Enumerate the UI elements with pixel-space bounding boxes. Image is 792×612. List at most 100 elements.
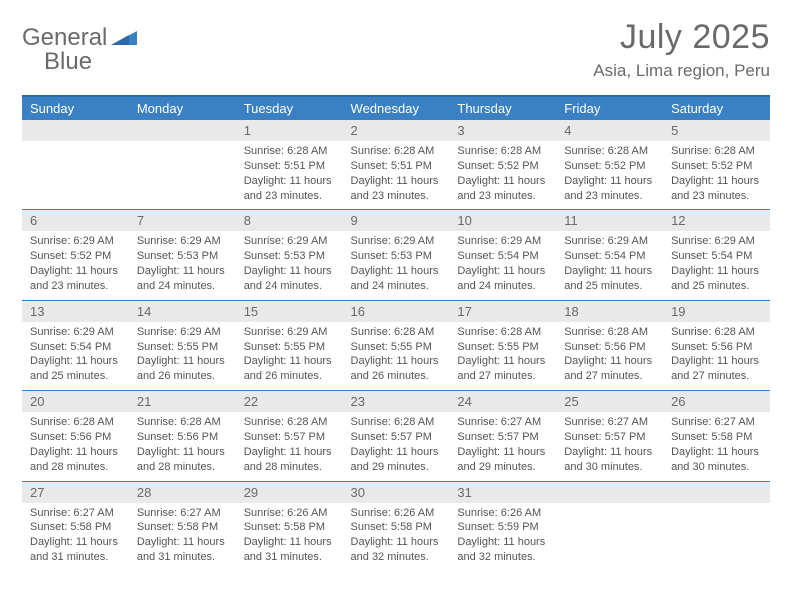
day-number: 6 — [22, 210, 129, 231]
calendar-cell: 23Sunrise: 6:28 AMSunset: 5:57 PMDayligh… — [343, 391, 450, 481]
calendar-row: 13Sunrise: 6:29 AMSunset: 5:54 PMDayligh… — [22, 300, 770, 390]
day-header-row: Sunday Monday Tuesday Wednesday Thursday… — [22, 96, 770, 120]
cell-body: Sunrise: 6:26 AMSunset: 5:59 PMDaylight:… — [449, 503, 556, 571]
cell-body — [22, 141, 129, 199]
day-number — [663, 482, 770, 503]
day-number: 25 — [556, 391, 663, 412]
cell-body: Sunrise: 6:29 AMSunset: 5:54 PMDaylight:… — [556, 231, 663, 299]
cell-body: Sunrise: 6:28 AMSunset: 5:52 PMDaylight:… — [663, 141, 770, 209]
header: General July 2025 Asia, Lima region, Per… — [22, 18, 770, 81]
cell-body: Sunrise: 6:28 AMSunset: 5:52 PMDaylight:… — [556, 141, 663, 209]
cell-body: Sunrise: 6:27 AMSunset: 5:58 PMDaylight:… — [22, 503, 129, 571]
cell-body: Sunrise: 6:29 AMSunset: 5:55 PMDaylight:… — [129, 322, 236, 390]
day-number — [22, 120, 129, 141]
cell-body: Sunrise: 6:29 AMSunset: 5:53 PMDaylight:… — [343, 231, 450, 299]
day-number: 16 — [343, 301, 450, 322]
calendar-cell: 13Sunrise: 6:29 AMSunset: 5:54 PMDayligh… — [22, 300, 129, 390]
cell-body: Sunrise: 6:29 AMSunset: 5:54 PMDaylight:… — [663, 231, 770, 299]
calendar-cell — [556, 481, 663, 571]
calendar-row: 6Sunrise: 6:29 AMSunset: 5:52 PMDaylight… — [22, 210, 770, 300]
logo-mark-icon — [111, 24, 137, 52]
calendar-cell: 18Sunrise: 6:28 AMSunset: 5:56 PMDayligh… — [556, 300, 663, 390]
cell-body: Sunrise: 6:29 AMSunset: 5:52 PMDaylight:… — [22, 231, 129, 299]
cell-body: Sunrise: 6:28 AMSunset: 5:57 PMDaylight:… — [236, 412, 343, 480]
day-number: 27 — [22, 482, 129, 503]
day-number: 1 — [236, 120, 343, 141]
day-number: 19 — [663, 301, 770, 322]
calendar-cell: 1Sunrise: 6:28 AMSunset: 5:51 PMDaylight… — [236, 120, 343, 210]
calendar-cell — [129, 120, 236, 210]
calendar-row: 20Sunrise: 6:28 AMSunset: 5:56 PMDayligh… — [22, 391, 770, 481]
cell-body — [556, 503, 663, 561]
calendar-cell: 21Sunrise: 6:28 AMSunset: 5:56 PMDayligh… — [129, 391, 236, 481]
day-header: Saturday — [663, 96, 770, 120]
calendar-cell: 22Sunrise: 6:28 AMSunset: 5:57 PMDayligh… — [236, 391, 343, 481]
cell-body: Sunrise: 6:28 AMSunset: 5:56 PMDaylight:… — [663, 322, 770, 390]
day-header: Thursday — [449, 96, 556, 120]
calendar-cell: 15Sunrise: 6:29 AMSunset: 5:55 PMDayligh… — [236, 300, 343, 390]
day-number: 14 — [129, 301, 236, 322]
cell-body: Sunrise: 6:27 AMSunset: 5:58 PMDaylight:… — [663, 412, 770, 480]
cell-body: Sunrise: 6:29 AMSunset: 5:54 PMDaylight:… — [449, 231, 556, 299]
calendar-cell: 11Sunrise: 6:29 AMSunset: 5:54 PMDayligh… — [556, 210, 663, 300]
calendar-cell: 30Sunrise: 6:26 AMSunset: 5:58 PMDayligh… — [343, 481, 450, 571]
day-number — [129, 120, 236, 141]
calendar-cell: 29Sunrise: 6:26 AMSunset: 5:58 PMDayligh… — [236, 481, 343, 571]
day-header: Monday — [129, 96, 236, 120]
cell-body: Sunrise: 6:28 AMSunset: 5:56 PMDaylight:… — [556, 322, 663, 390]
calendar-cell: 28Sunrise: 6:27 AMSunset: 5:58 PMDayligh… — [129, 481, 236, 571]
cell-body — [663, 503, 770, 561]
calendar-cell: 17Sunrise: 6:28 AMSunset: 5:55 PMDayligh… — [449, 300, 556, 390]
cell-body: Sunrise: 6:28 AMSunset: 5:57 PMDaylight:… — [343, 412, 450, 480]
day-number: 7 — [129, 210, 236, 231]
calendar-cell: 14Sunrise: 6:29 AMSunset: 5:55 PMDayligh… — [129, 300, 236, 390]
day-number: 5 — [663, 120, 770, 141]
day-header: Friday — [556, 96, 663, 120]
calendar-cell: 6Sunrise: 6:29 AMSunset: 5:52 PMDaylight… — [22, 210, 129, 300]
cell-body: Sunrise: 6:29 AMSunset: 5:53 PMDaylight:… — [129, 231, 236, 299]
cell-body: Sunrise: 6:27 AMSunset: 5:57 PMDaylight:… — [449, 412, 556, 480]
day-number: 13 — [22, 301, 129, 322]
calendar-cell: 8Sunrise: 6:29 AMSunset: 5:53 PMDaylight… — [236, 210, 343, 300]
calendar-cell: 4Sunrise: 6:28 AMSunset: 5:52 PMDaylight… — [556, 120, 663, 210]
day-number: 4 — [556, 120, 663, 141]
day-number: 15 — [236, 301, 343, 322]
title-block: July 2025 Asia, Lima region, Peru — [593, 18, 770, 81]
cell-body: Sunrise: 6:29 AMSunset: 5:53 PMDaylight:… — [236, 231, 343, 299]
calendar-cell: 31Sunrise: 6:26 AMSunset: 5:59 PMDayligh… — [449, 481, 556, 571]
month-title: July 2025 — [593, 18, 770, 57]
calendar-cell: 26Sunrise: 6:27 AMSunset: 5:58 PMDayligh… — [663, 391, 770, 481]
cell-body — [129, 141, 236, 199]
day-number — [556, 482, 663, 503]
calendar-body: 1Sunrise: 6:28 AMSunset: 5:51 PMDaylight… — [22, 120, 770, 571]
day-number: 21 — [129, 391, 236, 412]
cell-body: Sunrise: 6:29 AMSunset: 5:54 PMDaylight:… — [22, 322, 129, 390]
location: Asia, Lima region, Peru — [593, 61, 770, 81]
day-number: 26 — [663, 391, 770, 412]
calendar-cell: 10Sunrise: 6:29 AMSunset: 5:54 PMDayligh… — [449, 210, 556, 300]
day-number: 31 — [449, 482, 556, 503]
day-number: 24 — [449, 391, 556, 412]
day-number: 9 — [343, 210, 450, 231]
cell-body: Sunrise: 6:27 AMSunset: 5:57 PMDaylight:… — [556, 412, 663, 480]
day-number: 10 — [449, 210, 556, 231]
day-header: Wednesday — [343, 96, 450, 120]
calendar-row: 1Sunrise: 6:28 AMSunset: 5:51 PMDaylight… — [22, 120, 770, 210]
cell-body: Sunrise: 6:28 AMSunset: 5:55 PMDaylight:… — [449, 322, 556, 390]
cell-body: Sunrise: 6:28 AMSunset: 5:56 PMDaylight:… — [129, 412, 236, 480]
cell-body: Sunrise: 6:28 AMSunset: 5:51 PMDaylight:… — [236, 141, 343, 209]
day-number: 18 — [556, 301, 663, 322]
logo-text-b: Blue — [44, 48, 92, 76]
calendar-cell: 25Sunrise: 6:27 AMSunset: 5:57 PMDayligh… — [556, 391, 663, 481]
cell-body: Sunrise: 6:28 AMSunset: 5:52 PMDaylight:… — [449, 141, 556, 209]
cell-body: Sunrise: 6:27 AMSunset: 5:58 PMDaylight:… — [129, 503, 236, 571]
calendar-cell: 3Sunrise: 6:28 AMSunset: 5:52 PMDaylight… — [449, 120, 556, 210]
day-number: 2 — [343, 120, 450, 141]
calendar-cell: 24Sunrise: 6:27 AMSunset: 5:57 PMDayligh… — [449, 391, 556, 481]
day-number: 8 — [236, 210, 343, 231]
day-number: 20 — [22, 391, 129, 412]
day-number: 12 — [663, 210, 770, 231]
day-header: Sunday — [22, 96, 129, 120]
calendar-cell: 19Sunrise: 6:28 AMSunset: 5:56 PMDayligh… — [663, 300, 770, 390]
calendar-cell: 9Sunrise: 6:29 AMSunset: 5:53 PMDaylight… — [343, 210, 450, 300]
